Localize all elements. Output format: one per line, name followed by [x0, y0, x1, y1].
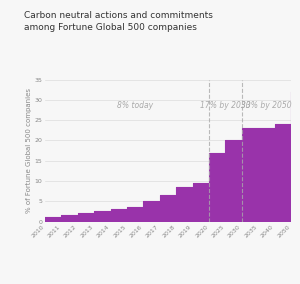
Text: 33% by 2050: 33% by 2050 — [241, 101, 292, 110]
Text: Carbon neutral actions and commitments
among Fortune Global 500 companies: Carbon neutral actions and commitments a… — [24, 11, 213, 32]
Text: 17% by 2030: 17% by 2030 — [200, 101, 251, 110]
Polygon shape — [45, 92, 291, 222]
Legend: When companies are set to achieve carbon neutrality: When companies are set to achieve carbon… — [87, 283, 249, 284]
Text: 8% today: 8% today — [117, 101, 153, 110]
Y-axis label: % of Fortune Global 500 companies: % of Fortune Global 500 companies — [26, 88, 32, 213]
